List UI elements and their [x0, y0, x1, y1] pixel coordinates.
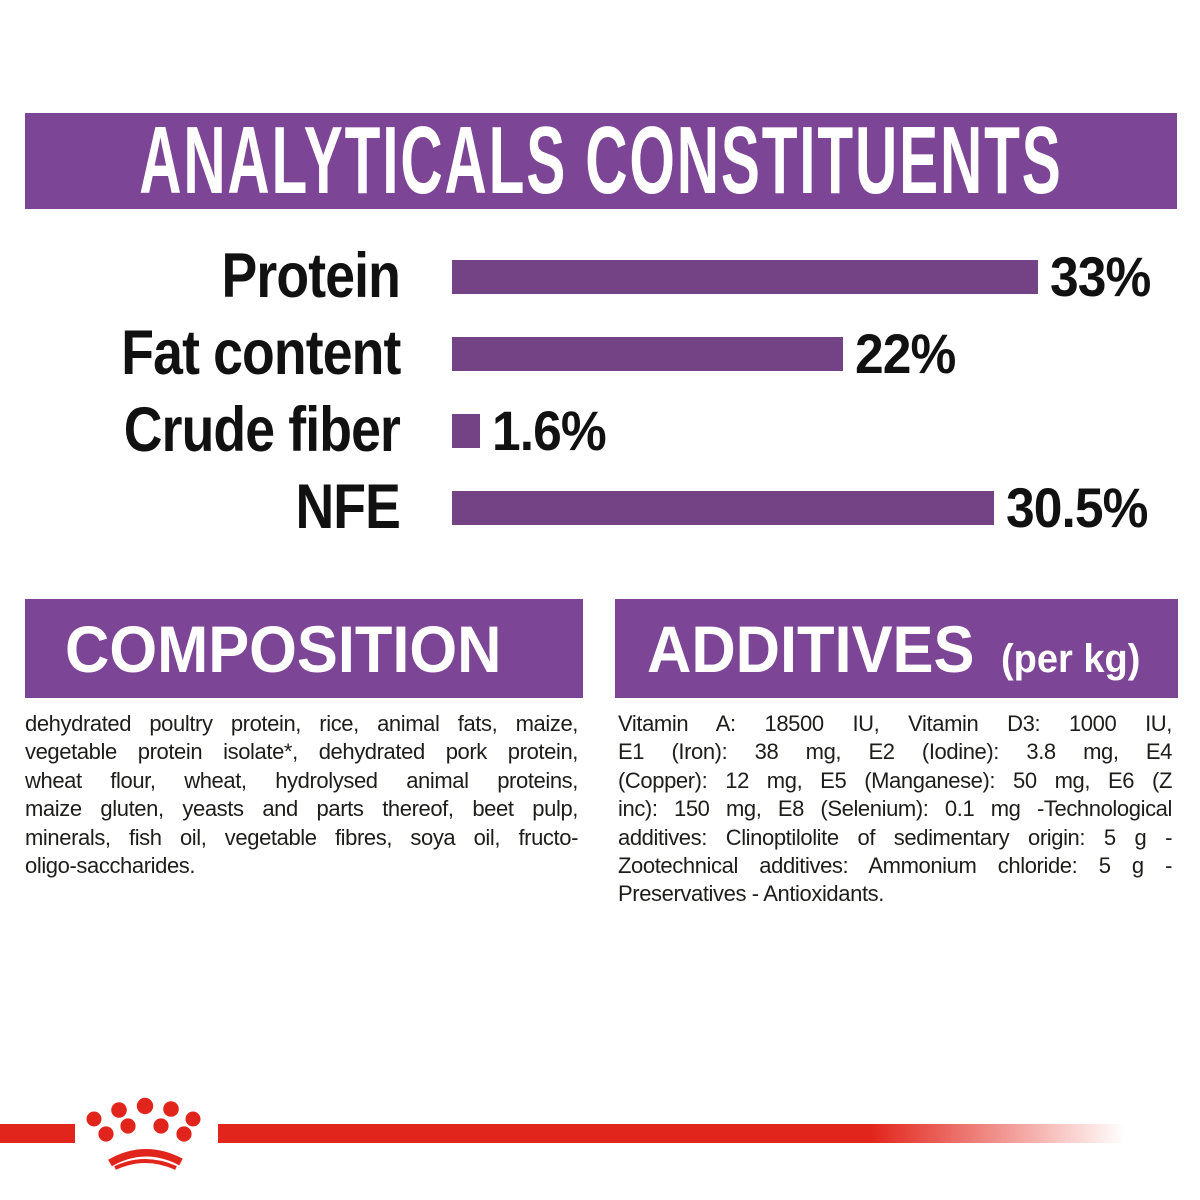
royal-canin-crown-logo: [86, 1097, 201, 1170]
bar-track: [452, 413, 480, 448]
bar: [452, 259, 1038, 294]
chart-row: Protein 33%: [25, 238, 1185, 315]
additives-text: Vitamin A: 18500 IU, Vitamin D3: 1000 IU…: [618, 710, 1172, 909]
text-line: (Copper): 12 mg, E5 (Manganese): 50 mg, …: [618, 767, 1172, 793]
bar-label: Fat content: [120, 318, 401, 388]
additives-per-kg-label: (per kg): [1001, 636, 1141, 681]
text-line: E1 (Iron): 38 mg, E2 (Iodine): 3.8 mg, E…: [618, 739, 1172, 765]
text-line: wheat flour, wheat, hydrolysed animal pr…: [25, 767, 578, 793]
bar-value: 22%: [855, 321, 956, 385]
text-line: Vitamin A: 18500 IU, Vitamin D3: 1000 IU…: [618, 711, 1172, 736]
composition-text: dehydrated poultry protein, rice, animal…: [25, 710, 578, 880]
brand-rule-left: [0, 1124, 75, 1143]
text-line: Preservatives - Antioxidants.: [618, 881, 884, 907]
analyticals-banner: ANALYTICALS CONSTITUENTS: [25, 113, 1177, 209]
bar: [452, 336, 843, 371]
bar-label: NFE: [295, 472, 400, 542]
composition-banner: COMPOSITION: [25, 599, 583, 698]
bar-value: 30.5%: [1006, 475, 1148, 539]
additives-heading: ADDITIVES: [647, 611, 975, 686]
chart-row: Crude fiber 1.6%: [25, 392, 1185, 469]
chart-row: NFE 30.5%: [25, 469, 1185, 546]
bar-track: [452, 490, 994, 525]
chart-row: Fat content 22%: [25, 315, 1185, 392]
bar-value: 33%: [1050, 244, 1151, 308]
bar: [452, 413, 480, 448]
bar-label: Protein: [221, 241, 400, 311]
text-line: dehydrated poultry protein, rice, animal…: [25, 711, 578, 736]
bar-track: [452, 336, 843, 371]
text-line: Zootechnical additives: Ammonium chlorid…: [618, 853, 1172, 879]
text-line: oligo-saccharides.: [25, 853, 196, 879]
brand-rule-right: [218, 1124, 1125, 1143]
bar-track: [452, 259, 1038, 294]
text-line: inc): 150 mg, E8 (Selenium): 0.1 mg -Tec…: [618, 796, 1172, 822]
text-line: vegetable protein isolate*, dehydrated p…: [25, 739, 578, 765]
analyticals-chart: Protein 33% Fat content 22% Crude fiber 1.6% N…: [25, 238, 1185, 546]
text-line: minerals, fish oil, vegetable fibres, so…: [25, 824, 578, 850]
analyticals-title: ANALYTICALS CONSTITUENTS: [139, 107, 1063, 214]
bar-value: 1.6%: [492, 398, 607, 462]
bar-label: Crude fiber: [123, 395, 401, 465]
text-line: additives: Clinoptilolite of sedimentary…: [618, 824, 1172, 850]
bar: [452, 490, 994, 525]
additives-banner: ADDITIVES (per kg): [615, 599, 1178, 698]
additives-heading-row: ADDITIVES (per kg): [647, 616, 1148, 682]
text-line: maize gluten, yeasts and parts thereof, …: [25, 796, 578, 822]
composition-heading: COMPOSITION: [65, 611, 502, 686]
